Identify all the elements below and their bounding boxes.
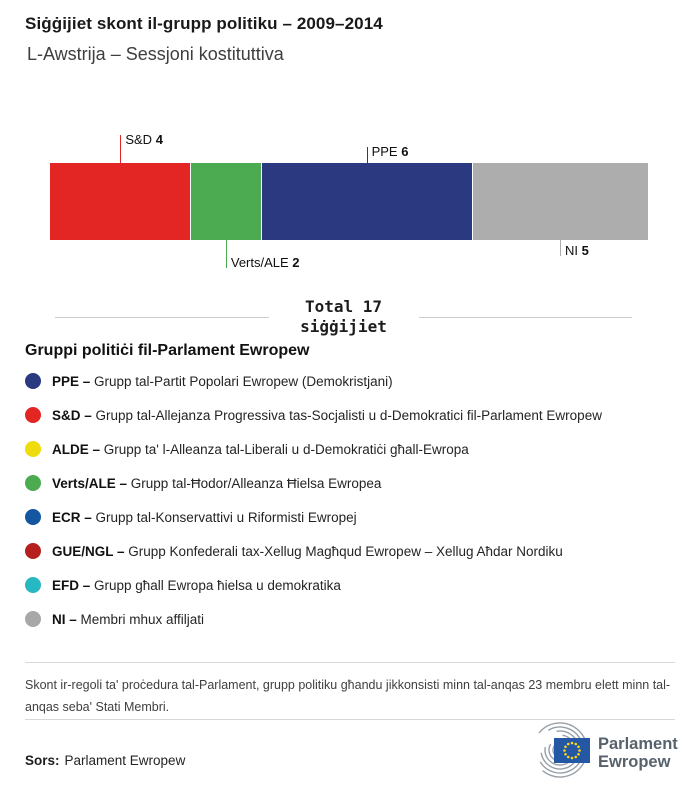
legend-label: ECR – Grupp tal-Konservattivi u Riformis… bbox=[52, 509, 357, 525]
total-banner: Total 17 siġġijiet bbox=[55, 297, 632, 337]
legend-dot-icon bbox=[25, 509, 41, 525]
legend-dot-icon bbox=[25, 543, 41, 559]
divider bbox=[25, 662, 675, 663]
stacked-bar bbox=[50, 163, 648, 240]
source-line: Sors: Parlament Ewropew bbox=[25, 753, 185, 768]
legend-label: GUE/NGL – Grupp Konfederali tax-Xellug M… bbox=[52, 543, 563, 559]
bar-segment-sd[interactable] bbox=[50, 163, 190, 240]
page-title: Siġġijiet skont il-grupp politiku – 2009… bbox=[25, 14, 383, 33]
legend-item-ppe: PPE – Grupp tal-Partit Popolari Ewropew … bbox=[25, 364, 685, 398]
divider bbox=[25, 719, 675, 720]
legend-dot-icon bbox=[25, 373, 41, 389]
ep-logo: Parlament Ewropew bbox=[532, 722, 678, 778]
legend-item-alde: ALDE – Grupp ta' l-Alleanza tal-Liberali… bbox=[25, 432, 685, 466]
bar-segment-ppe[interactable] bbox=[262, 163, 472, 240]
source-label: Sors: bbox=[25, 753, 60, 768]
divider-right bbox=[418, 316, 632, 318]
divider-left bbox=[55, 316, 269, 318]
logo-text-line2: Ewropew bbox=[598, 753, 671, 771]
bar-segment-vertsale[interactable] bbox=[191, 163, 261, 240]
callout-line bbox=[560, 240, 562, 256]
legend-list: PPE – Grupp tal-Partit Popolari Ewropew … bbox=[25, 364, 685, 636]
legend-item-efd: EFD – Grupp għall Ewropa ħielsa u demokr… bbox=[25, 568, 685, 602]
legend-label: Verts/ALE – Grupp tal-Ħodor/Alleanza Ħie… bbox=[52, 475, 382, 491]
legend-item-sd: S&D – Grupp tal-Allejanza Progressiva ta… bbox=[25, 398, 685, 432]
callout-label: Verts/ALE 2 bbox=[230, 255, 300, 270]
callout-label: S&D 4 bbox=[125, 132, 163, 147]
total-seats-label: Total 17 siġġijiet bbox=[269, 297, 419, 337]
legend-label: NI – Membri mhux affiljati bbox=[52, 611, 205, 627]
legend-label: EFD – Grupp għall Ewropa ħielsa u demokr… bbox=[52, 577, 341, 593]
legend-item-guengl: GUE/NGL – Grupp Konfederali tax-Xellug M… bbox=[25, 534, 685, 568]
legend-item-ecr: ECR – Grupp tal-Konservattivi u Riformis… bbox=[25, 500, 685, 534]
legend-item-ni: NI – Membri mhux affiljati bbox=[25, 602, 685, 636]
eu-flag-stars bbox=[563, 741, 581, 760]
legend-dot-icon bbox=[25, 407, 41, 423]
legend-heading: Gruppi politiċi fil-Parlament Ewropew bbox=[25, 342, 310, 359]
chart-area: S&D 4 Verts/ALE 2 PPE 6 NI 5 bbox=[50, 132, 648, 280]
callout-label: PPE 6 bbox=[371, 144, 409, 159]
legend-dot-icon bbox=[25, 475, 41, 491]
callout-label: NI 5 bbox=[565, 243, 589, 258]
legend-item-vertsale: Verts/ALE – Grupp tal-Ħodor/Alleanza Ħie… bbox=[25, 466, 685, 500]
total-line-1: Total 17 bbox=[304, 297, 383, 316]
footnote: Skont ir-regoli ta' proċedura tal-Parlam… bbox=[25, 678, 671, 714]
legend-label: ALDE – Grupp ta' l-Alleanza tal-Liberali… bbox=[52, 441, 469, 457]
legend-dot-icon bbox=[25, 441, 41, 457]
page-subtitle: L-Awstrija – Sessjoni kostituttiva bbox=[27, 44, 284, 64]
callout-line bbox=[120, 135, 122, 163]
bar-segment-ni[interactable] bbox=[473, 163, 648, 240]
legend-label: S&D – Grupp tal-Allejanza Progressiva ta… bbox=[52, 407, 602, 423]
legend-dot-icon bbox=[25, 611, 41, 627]
source-value: Parlament Ewropew bbox=[64, 753, 186, 768]
total-line-2: siġġijiet bbox=[300, 317, 387, 336]
callout-line bbox=[225, 240, 227, 268]
legend-dot-icon bbox=[25, 577, 41, 593]
callout-line bbox=[366, 147, 368, 163]
logo-text-line1: Parlament bbox=[598, 735, 678, 753]
legend-label: PPE – Grupp tal-Partit Popolari Ewropew … bbox=[52, 373, 393, 389]
